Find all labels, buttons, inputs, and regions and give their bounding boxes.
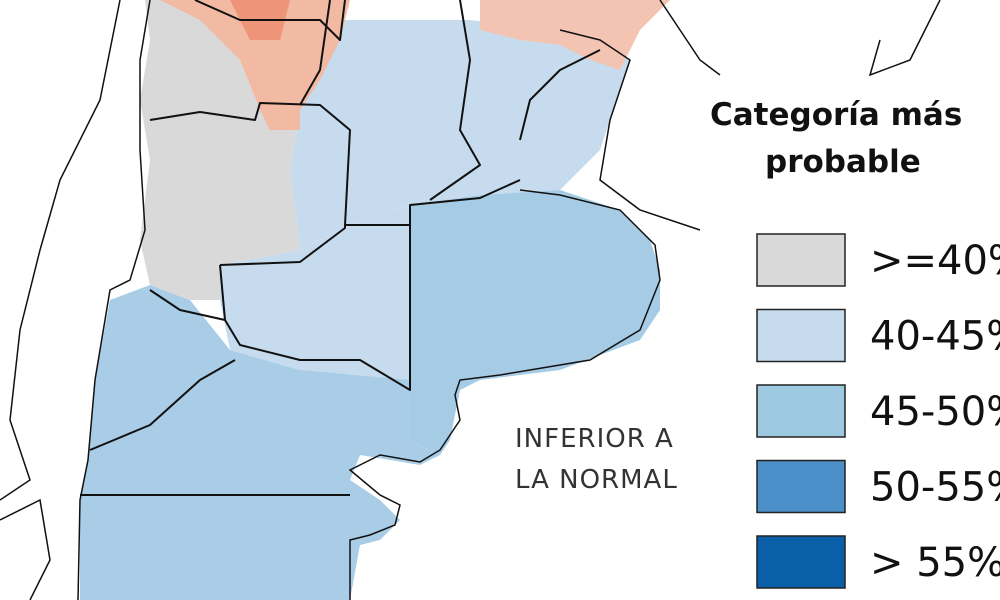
region-east bbox=[410, 190, 660, 455]
province-border bbox=[194, 0, 346, 41]
coastline bbox=[77, 0, 151, 600]
legend-label: >=40% bbox=[870, 238, 1000, 284]
annotation: LA NORMAL bbox=[515, 465, 678, 495]
province-border bbox=[219, 179, 521, 391]
legend-swatch bbox=[756, 233, 846, 287]
province-border bbox=[149, 102, 410, 226]
legend-label: > 55% bbox=[870, 540, 1000, 586]
legend-label: 40-45% bbox=[870, 314, 1000, 360]
legend-label: 50-55% bbox=[870, 465, 1000, 511]
legend-swatch bbox=[756, 308, 846, 363]
province-border bbox=[429, 0, 481, 201]
province-border bbox=[149, 289, 226, 321]
coastline bbox=[659, 0, 941, 77]
coastline bbox=[0, 0, 121, 600]
province-border bbox=[299, 0, 331, 106]
coastline bbox=[348, 189, 661, 600]
coastline bbox=[559, 29, 701, 231]
legend-title: Categoría más bbox=[710, 97, 962, 133]
legend-title: probable bbox=[765, 144, 921, 180]
legend-swatch bbox=[756, 459, 846, 514]
region-north-red bbox=[160, 0, 350, 130]
legend: >=40% 40-45% 45-50% 50-55% > 55% bbox=[756, 233, 1000, 589]
province-border bbox=[519, 49, 601, 141]
province-border bbox=[219, 225, 346, 266]
region-west bbox=[140, 0, 300, 300]
annotation: INFERIOR A bbox=[515, 424, 674, 454]
borders bbox=[0, 0, 941, 600]
region-south bbox=[80, 285, 440, 600]
legend-swatch bbox=[756, 535, 846, 589]
legend-label: 45-50% bbox=[870, 389, 1000, 435]
legend-swatch bbox=[756, 384, 846, 438]
region-northeast bbox=[290, 20, 600, 250]
province-border bbox=[89, 359, 236, 451]
region-center bbox=[220, 40, 630, 380]
land-regions bbox=[80, 0, 670, 600]
region-northeast-red bbox=[480, 0, 670, 70]
